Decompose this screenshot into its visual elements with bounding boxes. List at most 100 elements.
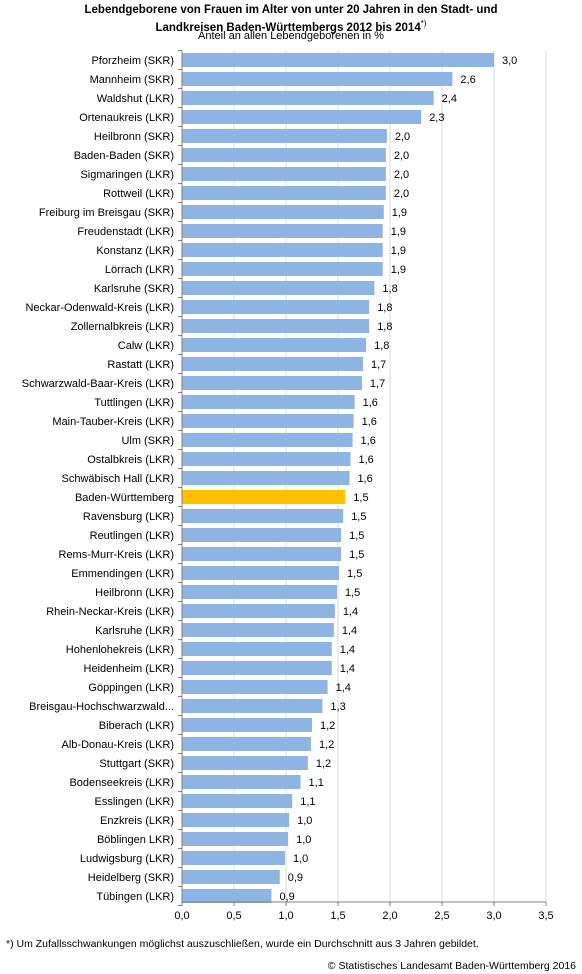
value-label: 1,5	[351, 511, 366, 523]
value-label: 1,5	[345, 587, 360, 599]
value-label: 1,8	[382, 283, 397, 295]
category-label: Göppingen (LKR)	[88, 682, 174, 694]
bar	[182, 414, 354, 428]
bar	[182, 623, 334, 637]
value-label: 1,7	[371, 359, 386, 371]
label-layer: Pforzheim (SKR) 3,0 Mannheim (SKR) 2,6 Walds…	[22, 55, 554, 922]
x-tick-label: 0,5	[226, 910, 241, 922]
category-label: Heidelberg (SKR)	[88, 872, 174, 884]
bar	[182, 281, 375, 295]
value-label: 2,0	[394, 169, 409, 181]
bar	[182, 376, 362, 390]
value-label: 1,5	[353, 492, 368, 504]
category-label: Sigmaringen (LKR)	[80, 169, 174, 181]
value-label: 1,8	[377, 321, 392, 333]
category-label: Emmendingen (LKR)	[71, 568, 174, 580]
value-label: 1,0	[297, 815, 312, 827]
value-label: 1,2	[316, 758, 331, 770]
category-label: Pforzheim (SKR)	[91, 55, 174, 67]
category-label: Rems-Murr-Kreis (LKR)	[59, 549, 175, 561]
bar	[182, 300, 370, 314]
category-label: Calw (LKR)	[118, 340, 174, 352]
category-label: Ortenaukreis (LKR)	[79, 112, 174, 124]
value-label: 1,4	[340, 644, 355, 656]
category-label: Enzkreis (LKR)	[100, 815, 174, 827]
bar-chart: Pforzheim (SKR) 3,0 Mannheim (SKR) 2,6 Walds…	[22, 50, 554, 922]
category-label: Lörrach (LKR)	[105, 264, 174, 276]
bar	[182, 680, 328, 694]
x-tick-label: 2,0	[382, 910, 397, 922]
category-label: Schwarzwald-Baar-Kreis (LKR)	[22, 378, 174, 390]
value-label: 1,5	[347, 568, 362, 580]
value-label: 2,0	[395, 131, 410, 143]
value-label: 1,4	[336, 682, 351, 694]
category-label: Heidenheim (LKR)	[84, 663, 174, 675]
value-label: 1,6	[358, 454, 373, 466]
bar	[182, 870, 280, 884]
value-label: 1,9	[391, 245, 406, 257]
category-label: Esslingen (LKR)	[95, 796, 174, 808]
bar	[182, 585, 337, 599]
bar	[182, 72, 453, 86]
value-label: 2,0	[394, 188, 409, 200]
chart-title-line1: Lebendgeborene von Frauen im Alter von u…	[84, 4, 498, 16]
value-label: 1,7	[370, 378, 385, 390]
category-label: Tübingen (LKR)	[96, 891, 174, 903]
bar	[182, 699, 323, 713]
bar	[182, 775, 301, 789]
category-label: Schwäbisch Hall (LKR)	[62, 473, 174, 485]
footnote: *) Um Zufallsschwankungen möglichst ausz…	[6, 938, 479, 950]
x-tick-label: 0,0	[174, 910, 189, 922]
bar	[182, 509, 344, 523]
value-label: 1,1	[309, 777, 324, 789]
bar	[182, 471, 350, 485]
category-label: Heilbronn (SKR)	[94, 131, 174, 143]
value-label: 1,4	[340, 663, 355, 675]
bar	[182, 889, 272, 903]
chart-title-line2-wrap: Landkreisen Baden-Württembergs 2012 bis …	[0, 17, 582, 35]
category-label: Alb-Donau-Kreis (LKR)	[62, 739, 174, 751]
category-label: Freudenstadt (LKR)	[77, 226, 174, 238]
value-label: 1,0	[293, 853, 308, 865]
category-label: Baden-Baden (SKR)	[74, 150, 174, 162]
category-label: Mannheim (SKR)	[90, 74, 174, 86]
x-tick-label: 3,5	[538, 910, 553, 922]
bar	[182, 262, 383, 276]
bar	[182, 718, 312, 732]
bar	[182, 91, 434, 105]
category-label: Rottweil (LKR)	[103, 188, 174, 200]
bar	[182, 756, 308, 770]
value-label: 0,9	[279, 891, 294, 903]
value-label: 1,4	[342, 625, 357, 637]
bar	[182, 566, 340, 580]
category-label: Breisgau-Hochschwarzwald...	[29, 701, 174, 713]
bar	[182, 53, 494, 67]
category-label: Böblingen LKR)	[97, 834, 174, 846]
value-label: 1,4	[343, 606, 358, 618]
category-label: Bodenseekreis (LKR)	[69, 777, 174, 789]
footnote-marker: *)	[420, 19, 427, 28]
bar	[182, 661, 332, 675]
value-label: 1,9	[391, 264, 406, 276]
bar	[182, 737, 311, 751]
category-label: Stuttgart (SKR)	[99, 758, 174, 770]
value-label: 1,5	[349, 549, 364, 561]
category-label: Freiburg im Breisgau (SKR)	[39, 207, 174, 219]
bar	[182, 433, 353, 447]
bar	[182, 547, 342, 561]
bar	[182, 642, 332, 656]
bar	[182, 205, 384, 219]
bar-highlight	[182, 490, 346, 504]
value-label: 1,0	[296, 834, 311, 846]
category-label: Ostalbkreis (LKR)	[87, 454, 174, 466]
bar	[182, 148, 386, 162]
category-label: Waldshut (LKR)	[97, 93, 174, 105]
bar	[182, 604, 335, 618]
category-label: Neckar-Odenwald-Kreis (LKR)	[25, 302, 174, 314]
bar	[182, 528, 342, 542]
category-label: Biberach (LKR)	[99, 720, 174, 732]
bar	[182, 832, 289, 846]
category-label: Ravensburg (LKR)	[83, 511, 174, 523]
category-label: Karlsruhe (SKR)	[94, 283, 174, 295]
category-label: Zollernalbkreis (LKR)	[71, 321, 174, 333]
